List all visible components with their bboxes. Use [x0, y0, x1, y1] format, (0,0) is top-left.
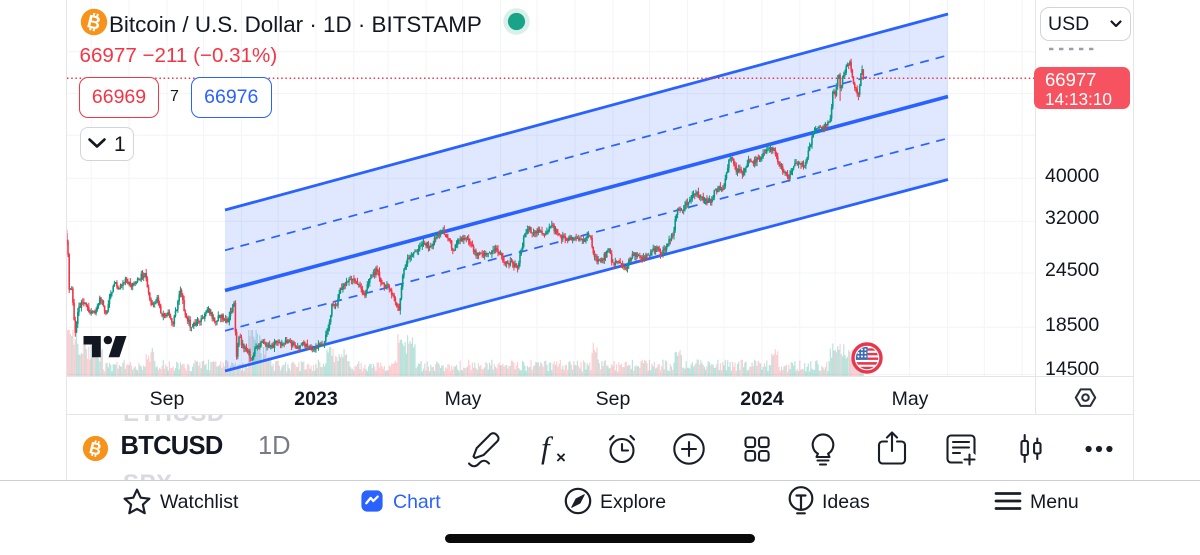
svg-text:f: f — [541, 430, 554, 465]
svg-text:×: × — [556, 448, 566, 467]
svg-text:B: B — [85, 10, 103, 34]
svg-text:B: B — [87, 438, 103, 459]
